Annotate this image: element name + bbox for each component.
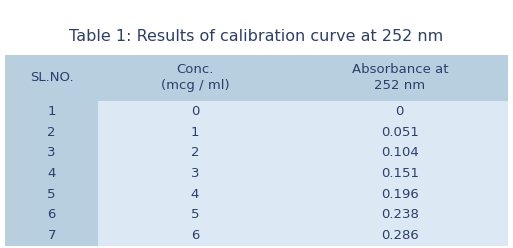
Bar [98, 184, 292, 204]
Bar [5, 184, 98, 204]
Text: 0: 0 [396, 105, 404, 118]
Text: 0.151: 0.151 [381, 167, 419, 180]
Text: 6: 6 [47, 208, 56, 221]
Text: 0.104: 0.104 [381, 146, 419, 159]
Bar [5, 55, 98, 101]
Text: 3: 3 [47, 146, 56, 159]
Text: 5: 5 [47, 187, 56, 201]
Bar [5, 204, 98, 225]
Text: 3: 3 [191, 167, 199, 180]
Text: 0.286: 0.286 [381, 229, 419, 242]
Bar [292, 225, 508, 246]
Bar [98, 143, 292, 163]
Text: 1: 1 [47, 105, 56, 118]
Text: 2: 2 [191, 146, 199, 159]
Bar [292, 101, 508, 122]
Bar [292, 143, 508, 163]
Text: 6: 6 [191, 229, 199, 242]
Text: 7: 7 [47, 229, 56, 242]
Text: 1: 1 [191, 126, 199, 139]
Text: Conc.
(mcg / ml): Conc. (mcg / ml) [161, 63, 229, 93]
Bar [292, 122, 508, 143]
Bar [98, 163, 292, 184]
Bar [98, 225, 292, 246]
Bar [98, 204, 292, 225]
Text: SL.NO.: SL.NO. [30, 71, 73, 85]
Bar [5, 143, 98, 163]
Bar [5, 122, 98, 143]
Bar [98, 122, 292, 143]
Text: Absorbance at
252 nm: Absorbance at 252 nm [351, 63, 448, 93]
Text: Table 1: Results of calibration curve at 252 nm: Table 1: Results of calibration curve at… [69, 29, 444, 43]
Text: 0.051: 0.051 [381, 126, 419, 139]
Bar [5, 225, 98, 246]
Bar [5, 163, 98, 184]
Text: 5: 5 [191, 208, 199, 221]
Text: 0.238: 0.238 [381, 208, 419, 221]
Bar [5, 101, 98, 122]
Text: 0.196: 0.196 [381, 187, 419, 201]
Bar [292, 184, 508, 204]
Text: 4: 4 [47, 167, 56, 180]
Text: 4: 4 [191, 187, 199, 201]
Bar [98, 55, 292, 101]
Bar [98, 101, 292, 122]
Bar [292, 163, 508, 184]
Text: 2: 2 [47, 126, 56, 139]
Bar [292, 204, 508, 225]
Bar [292, 55, 508, 101]
Text: 0: 0 [191, 105, 199, 118]
